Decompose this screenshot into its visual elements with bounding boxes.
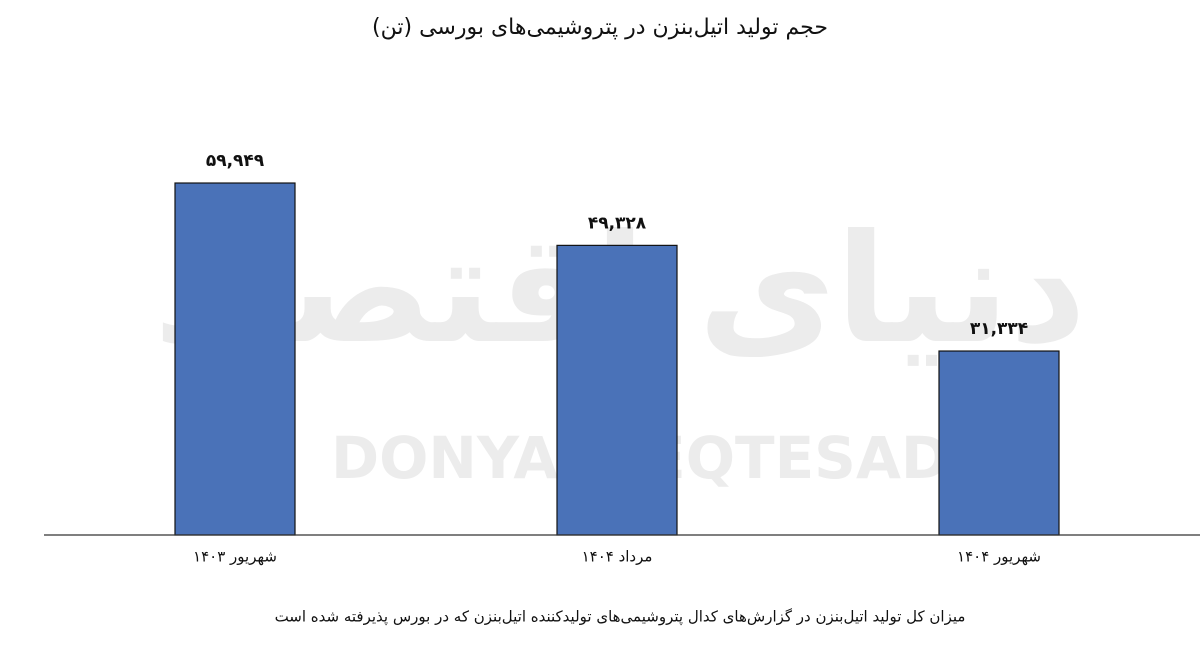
chart-title: حجم تولید اتیل‌بنزن در پتروشیمی‌های بورس…	[372, 15, 828, 40]
value-label: ۴۹,۳۲۸	[588, 213, 647, 233]
bar	[174, 182, 296, 536]
x-tick-label: مرداد ۱۴۰۴	[582, 548, 653, 566]
x-tick-label: شهریور ۱۴۰۳	[193, 548, 277, 566]
value-label: ۳۱,۳۳۴	[970, 319, 1028, 339]
caption: میزان کل تولید اتیل‌بنزن در گزارش‌های کد…	[275, 608, 966, 627]
x-tick-label: شهریور ۱۴۰۴	[957, 548, 1041, 566]
bar	[938, 350, 1060, 536]
bar	[556, 244, 678, 536]
value-label: ۵۹,۹۴۹	[206, 151, 265, 171]
